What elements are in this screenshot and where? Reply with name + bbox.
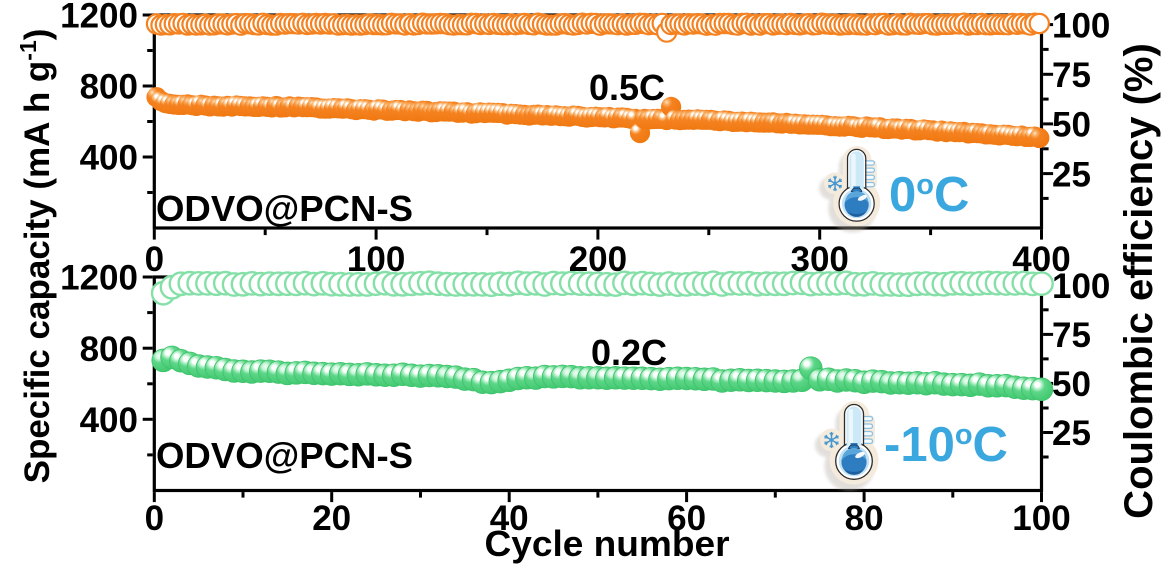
svg-text:100: 100 — [1052, 6, 1110, 45]
svg-text:50: 50 — [1052, 365, 1091, 404]
svg-text:300: 300 — [790, 240, 848, 279]
svg-text:800: 800 — [80, 330, 138, 369]
svg-text:50: 50 — [1052, 106, 1091, 145]
svg-text:0: 0 — [145, 499, 164, 538]
svg-text:100: 100 — [1012, 499, 1070, 538]
svg-text:75: 75 — [1052, 316, 1091, 355]
svg-text:-10oC: -10oC — [884, 418, 1008, 472]
svg-text:400: 400 — [80, 401, 138, 440]
svg-text:1200: 1200 — [60, 259, 138, 298]
svg-text:0.5C: 0.5C — [589, 67, 665, 108]
svg-text:Coulombic efficiency (%): Coulombic efficiency (%) — [1117, 43, 1161, 519]
svg-text:100: 100 — [1052, 267, 1110, 306]
svg-text:0: 0 — [145, 240, 164, 279]
svg-text:100: 100 — [347, 240, 405, 279]
svg-text:Cycle number: Cycle number — [485, 523, 730, 564]
svg-text:80: 80 — [845, 499, 884, 538]
svg-text:ODVO@PCN-S: ODVO@PCN-S — [156, 188, 413, 229]
svg-text:400: 400 — [80, 139, 138, 178]
svg-text:400: 400 — [1012, 240, 1070, 279]
svg-text:25: 25 — [1052, 155, 1091, 194]
svg-text:0.2C: 0.2C — [591, 332, 667, 373]
svg-text:20: 20 — [312, 499, 351, 538]
svg-text:ODVO@PCN-S: ODVO@PCN-S — [156, 435, 413, 476]
svg-text:200: 200 — [569, 240, 627, 279]
svg-text:0oC: 0oC — [889, 168, 969, 222]
svg-text:25: 25 — [1052, 414, 1091, 453]
svg-text:60: 60 — [667, 499, 706, 538]
svg-text:1200: 1200 — [60, 0, 138, 36]
svg-text:Specific capacity (mA h g-1): Specific capacity (mA h g-1) — [15, 29, 57, 484]
svg-text:75: 75 — [1052, 56, 1091, 95]
svg-text:40: 40 — [490, 499, 529, 538]
svg-text:800: 800 — [80, 68, 138, 107]
